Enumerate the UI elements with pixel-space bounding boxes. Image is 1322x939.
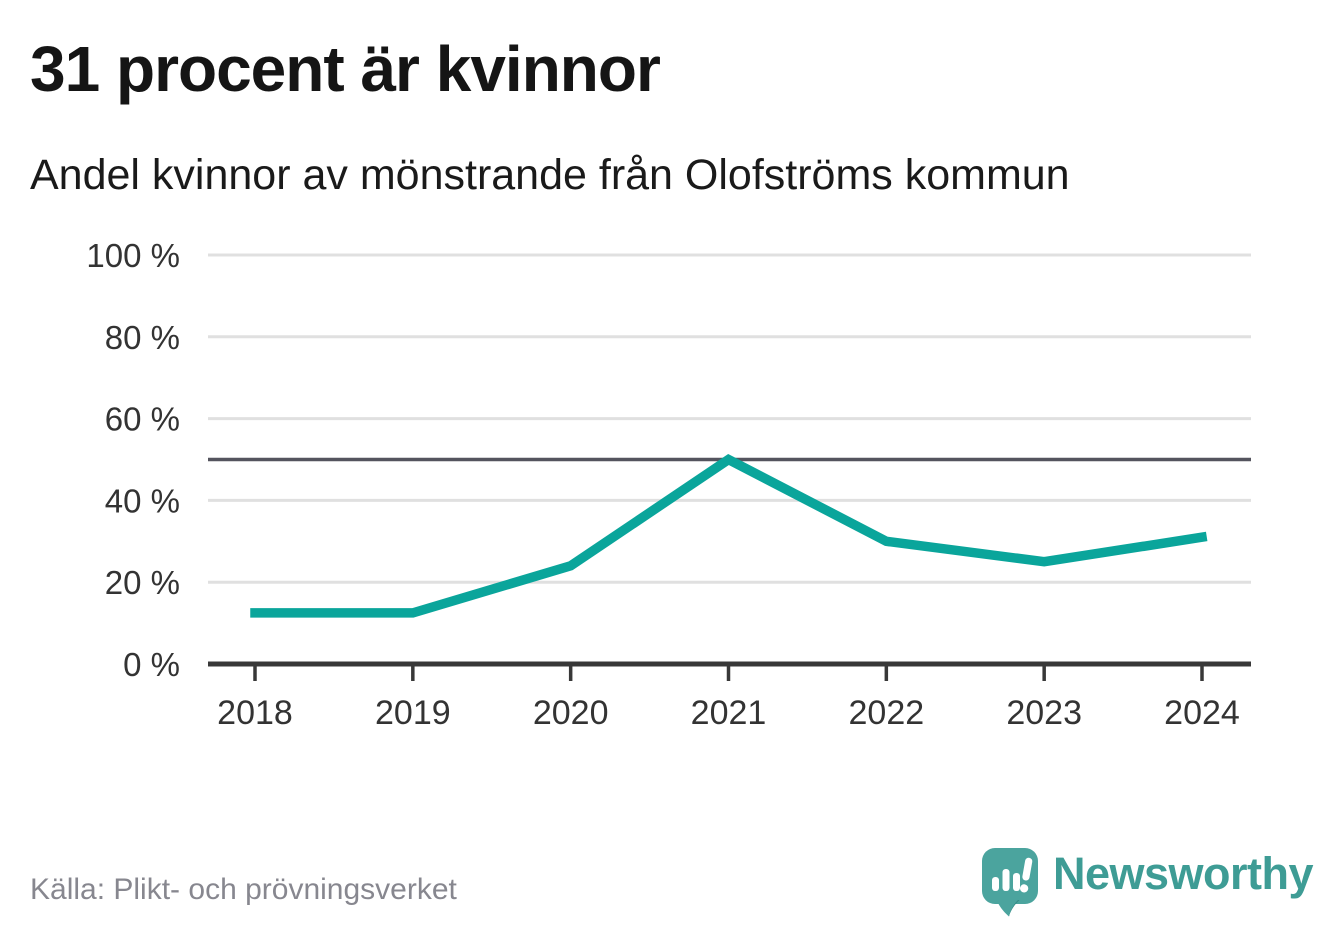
chart-title: 31 procent är kvinnor — [30, 33, 661, 105]
newsworthy-speech-bubble-chart-icon — [982, 848, 1038, 917]
x-tick-label: 2022 — [849, 694, 925, 732]
newsworthy-wordmark: Newsworthy — [1053, 848, 1314, 899]
x-tick-label: 2020 — [533, 694, 609, 732]
data-line — [250, 453, 1208, 618]
x-tick-label: 2019 — [375, 694, 451, 732]
y-tick-label: 40 % — [105, 482, 180, 519]
newsworthy-logo: Newsworthy — [982, 842, 1314, 918]
y-tick-label: 20 % — [105, 564, 180, 601]
x-tick-label: 2023 — [1006, 694, 1082, 732]
y-tick-label: 100 % — [86, 237, 180, 274]
source-note: Källa: Plikt- och prövningsverket — [30, 873, 457, 906]
y-tick-label: 60 % — [105, 401, 180, 438]
chart-subtitle: Andel kvinnor av mönstrande från Olofstr… — [30, 151, 1070, 199]
x-tick-label: 2021 — [691, 694, 767, 732]
x-tick-label: 2024 — [1164, 694, 1240, 732]
y-tick-label: 80 % — [105, 319, 180, 356]
y-tick-label: 0 % — [123, 646, 180, 683]
x-tick-label: 2018 — [217, 694, 293, 732]
